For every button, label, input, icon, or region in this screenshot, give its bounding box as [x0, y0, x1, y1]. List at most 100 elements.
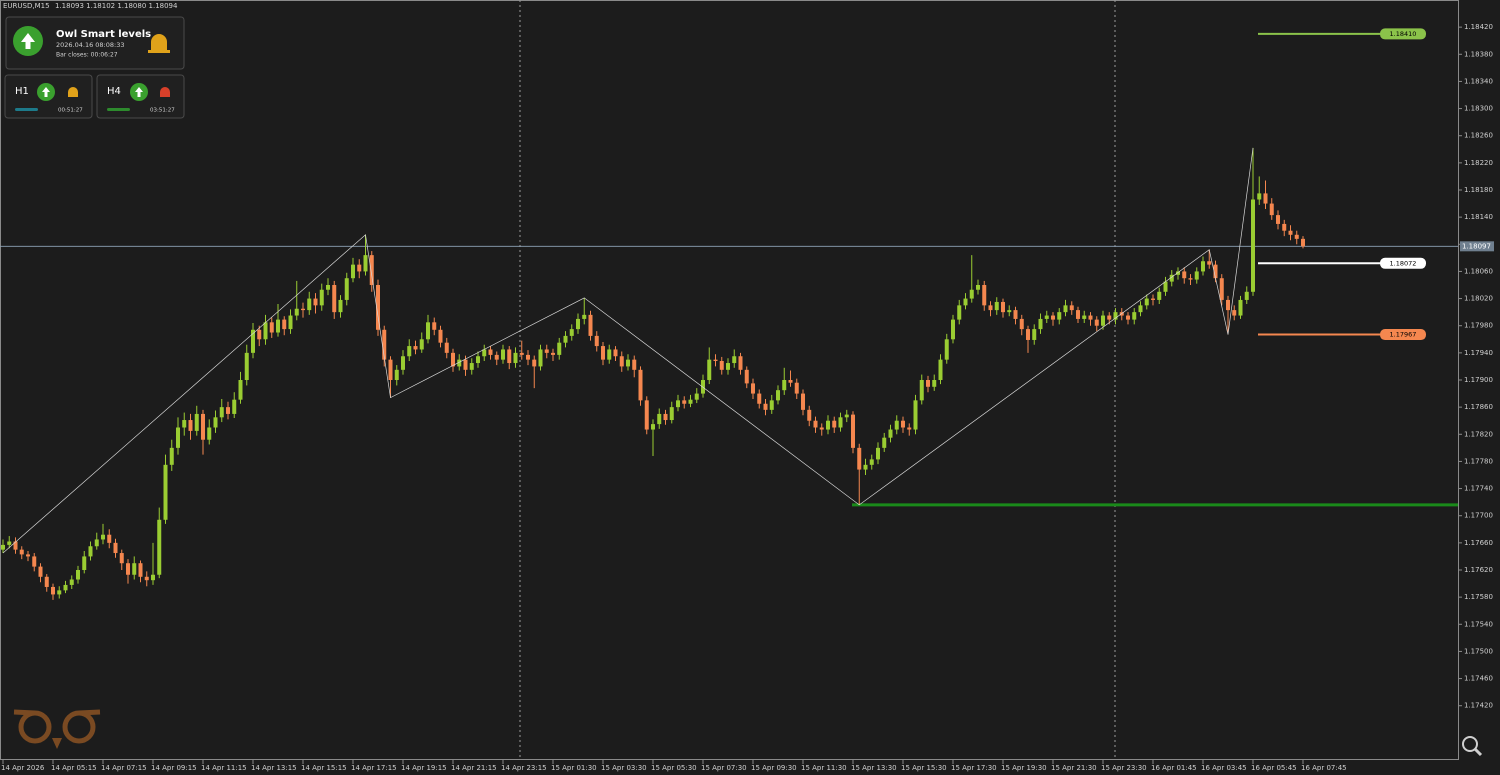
- y-tick-label: 1.17780: [1464, 457, 1493, 465]
- y-tick-label: 1.17580: [1464, 593, 1493, 601]
- alarm-icon: [68, 87, 78, 97]
- candle-body: [451, 352, 455, 367]
- x-tick-label: 15 Apr 07:30: [701, 764, 747, 772]
- candle-body: [157, 519, 162, 575]
- candle-body: [1163, 281, 1168, 292]
- zoom-handle[interactable]: [1473, 747, 1483, 757]
- candle-body: [857, 447, 862, 470]
- candle-body: [482, 349, 487, 357]
- candle-body: [926, 380, 930, 387]
- candle-body: [607, 349, 612, 360]
- candle-body: [1007, 310, 1012, 313]
- candle-body: [382, 329, 387, 360]
- x-tick-label: 16 Apr 03:45: [1201, 764, 1247, 772]
- candle-body: [507, 349, 512, 364]
- y-tick-label: 1.18020: [1464, 295, 1493, 303]
- current-price-label: 1.18097: [1462, 242, 1491, 250]
- candle-body: [94, 539, 99, 547]
- candle-body: [957, 305, 962, 320]
- x-tick-label: 16 Apr 07:45: [1301, 764, 1347, 772]
- y-tick-label: 1.18180: [1464, 186, 1493, 194]
- candle-body: [657, 413, 662, 425]
- candle-body: [588, 314, 593, 336]
- x-tick-label: 16 Apr 01:45: [1151, 764, 1197, 772]
- candle-body: [969, 289, 974, 299]
- candle-body: [569, 329, 574, 336]
- candle-body: [107, 534, 112, 543]
- candle-body: [351, 264, 355, 279]
- candle-body: [1113, 312, 1118, 320]
- candle-body: [344, 278, 349, 300]
- candle-body: [444, 342, 449, 353]
- candle-body: [307, 298, 312, 311]
- candle-body: [1257, 193, 1262, 200]
- candle-body: [563, 335, 568, 343]
- candle-body: [1126, 315, 1130, 320]
- candle-body: [1169, 274, 1174, 282]
- x-tick-label: 15 Apr 01:30: [551, 764, 597, 772]
- candle-body: [376, 285, 380, 330]
- candle-body: [238, 380, 243, 400]
- candle-body: [269, 322, 274, 333]
- candle-body: [301, 308, 305, 311]
- candle-body: [369, 255, 374, 285]
- candle-body: [1032, 329, 1037, 340]
- candle-body: [457, 359, 462, 367]
- candle-body: [469, 363, 474, 370]
- x-tick-label: 15 Apr 23:30: [1101, 764, 1147, 772]
- candle-body: [982, 285, 987, 306]
- candle-body: [769, 400, 774, 410]
- candle-body: [1138, 305, 1143, 313]
- candle-body: [832, 420, 837, 428]
- candle-body: [613, 349, 618, 357]
- candle-body: [1107, 315, 1112, 320]
- candle-body: [513, 352, 518, 364]
- x-tick-label: 14 Apr 15:15: [301, 764, 347, 772]
- candle-body: [1069, 305, 1074, 311]
- candle-body: [738, 356, 743, 370]
- candle-body: [744, 369, 749, 384]
- y-tick-label: 1.17900: [1464, 376, 1493, 384]
- candle-body: [407, 346, 412, 357]
- y-tick-label: 1.17940: [1464, 349, 1493, 357]
- candle-body: [976, 285, 980, 290]
- y-tick-label: 1.17980: [1464, 322, 1493, 330]
- candle-body: [826, 420, 830, 430]
- x-tick-label: 15 Apr 21:30: [1051, 764, 1097, 772]
- y-tick-label: 1.17540: [1464, 620, 1493, 628]
- candle-body: [244, 352, 249, 380]
- candle-body: [163, 464, 168, 520]
- candle-body: [63, 584, 68, 591]
- candle-body: [701, 380, 705, 394]
- candle-body: [1019, 318, 1024, 330]
- candle-body: [169, 447, 174, 465]
- x-tick-label: 14 Apr 17:15: [351, 764, 397, 772]
- arrow: [21, 33, 35, 49]
- candle-body: [532, 359, 537, 367]
- candle-body: [182, 420, 187, 428]
- frame-name: H1: [15, 86, 29, 97]
- candle-body: [394, 369, 399, 380]
- candle-body: [1144, 298, 1149, 306]
- candle-body: [1282, 223, 1287, 231]
- level-box: [1380, 329, 1426, 341]
- candle-body: [1207, 261, 1212, 265]
- current-price-box: [1460, 241, 1494, 252]
- panel-title: Owl Smart levels: [56, 29, 151, 40]
- candle-body: [682, 400, 687, 404]
- candle-body: [1088, 315, 1093, 320]
- zoom-icon[interactable]: [1462, 736, 1478, 752]
- candle-body: [913, 400, 918, 430]
- candle-body: [888, 429, 893, 438]
- candle-body: [876, 447, 880, 460]
- candle-body: [1244, 291, 1249, 300]
- candle-body: [576, 318, 580, 330]
- candle-body: [994, 301, 999, 311]
- candle-body: [426, 322, 430, 340]
- candle-body: [151, 574, 155, 581]
- candle-body: [76, 570, 80, 580]
- candle-body: [1151, 298, 1155, 300]
- logo: [13, 709, 101, 744]
